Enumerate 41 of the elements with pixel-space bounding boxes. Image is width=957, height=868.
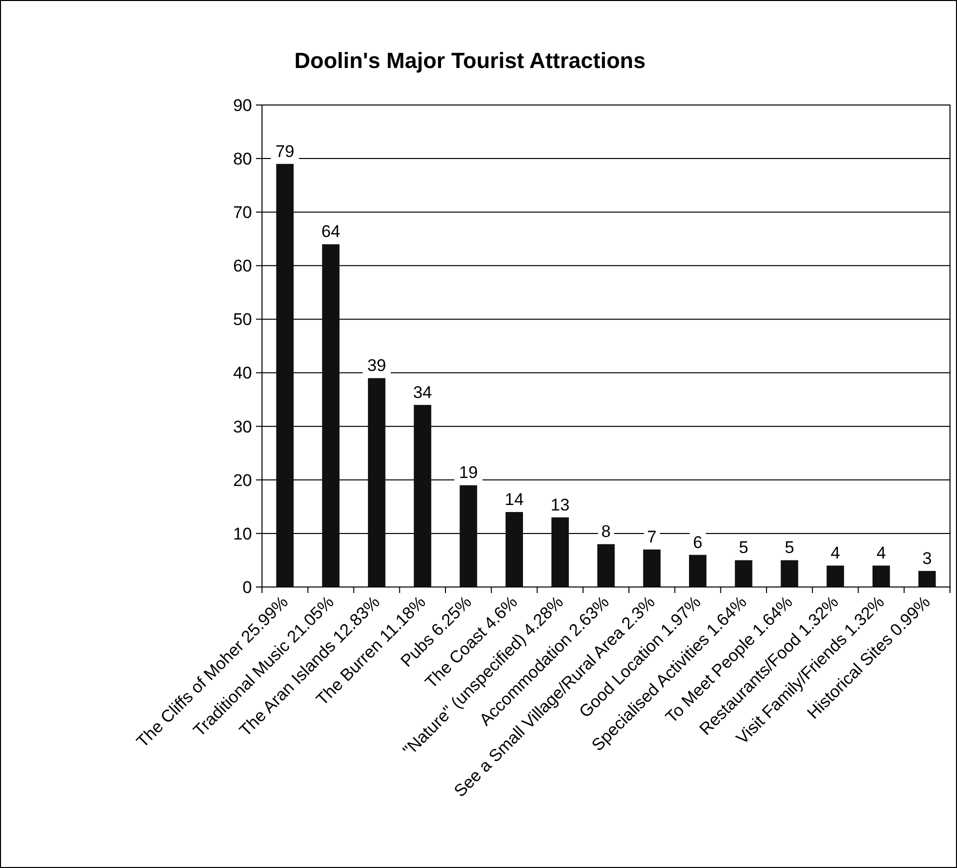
bar [276, 164, 294, 587]
data-label: 8 [601, 522, 611, 542]
data-label: 34 [413, 382, 432, 402]
bar [918, 570, 936, 587]
data-label: 79 [275, 142, 294, 161]
data-label: 4 [830, 544, 840, 563]
data-label: 5 [738, 538, 748, 558]
data-label: 13 [550, 495, 570, 514]
bar [322, 244, 340, 587]
y-tick-label: 0 [242, 578, 252, 597]
y-tick-label: 40 [233, 364, 252, 383]
y-tick-label: 30 [233, 417, 252, 436]
bar [872, 566, 890, 587]
bar [597, 544, 615, 587]
data-label: 6 [693, 532, 702, 552]
chart-title: Doolin's Major Tourist Attractions [294, 48, 646, 73]
data-label: 7 [647, 528, 657, 547]
bar [734, 560, 752, 587]
y-tick-label: 70 [233, 203, 252, 222]
bar [460, 485, 478, 587]
data-label: 3 [922, 548, 932, 568]
y-tick-label: 60 [233, 256, 252, 276]
y-tick-label: 10 [233, 524, 252, 544]
y-tick-label: 50 [233, 310, 252, 330]
data-label: 4 [876, 544, 886, 563]
y-tick-label: 90 [233, 96, 252, 115]
bar [689, 554, 706, 587]
data-label: 5 [784, 538, 794, 558]
y-tick-label: 80 [233, 150, 252, 169]
bar [414, 404, 432, 587]
bar [551, 517, 569, 587]
data-label: 39 [367, 356, 386, 376]
bar [643, 550, 661, 587]
bar [368, 378, 386, 587]
y-tick-label: 20 [233, 470, 252, 490]
data-label: 64 [321, 222, 340, 242]
bar [506, 512, 523, 587]
bar [780, 560, 798, 587]
bar [826, 566, 844, 587]
data-label: 19 [458, 463, 478, 482]
data-label: 14 [504, 490, 524, 510]
